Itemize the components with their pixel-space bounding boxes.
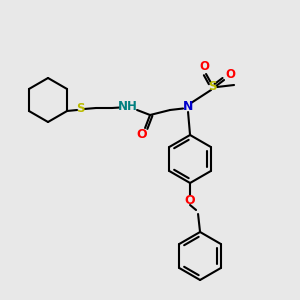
Text: NH: NH [118, 100, 138, 113]
Text: O: O [185, 194, 195, 206]
Text: N: N [183, 100, 193, 113]
Text: S: S [208, 80, 216, 94]
Text: O: O [137, 128, 147, 142]
Text: S: S [76, 103, 84, 116]
Text: O: O [199, 61, 209, 74]
Text: O: O [225, 68, 235, 82]
